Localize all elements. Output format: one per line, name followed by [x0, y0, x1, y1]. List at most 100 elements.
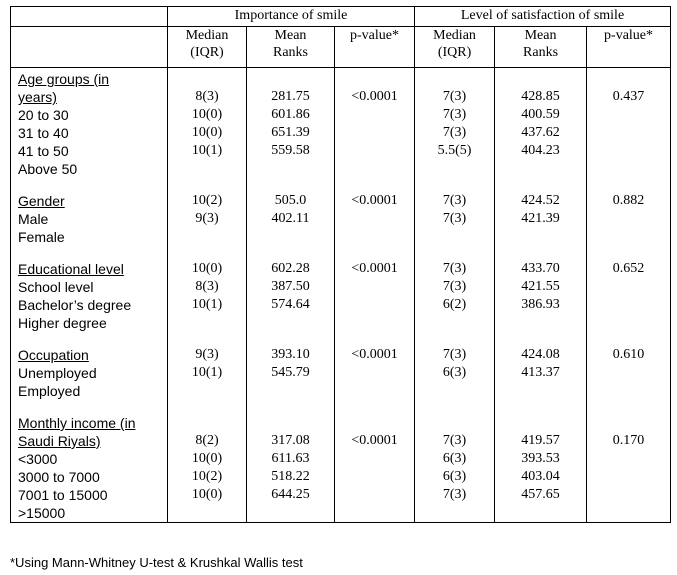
row-label: Employed — [18, 383, 81, 399]
imp-mean-column: 281.75 601.86 651.39 559.58 505.0 402.11 602.2… — [246, 67, 335, 523]
section-title: Occupation — [18, 347, 89, 363]
section-gap — [18, 400, 167, 414]
spacer — [335, 414, 414, 432]
spacer — [587, 106, 670, 124]
section-gap — [495, 178, 586, 192]
section-gap — [587, 246, 670, 260]
spacer — [247, 414, 334, 432]
sat-mean-value: 424.08 — [521, 347, 560, 362]
spacer — [335, 160, 414, 178]
spacer — [587, 314, 670, 332]
sat-median-value: 6(2) — [442, 297, 467, 312]
sat-mean-value: 433.70 — [521, 261, 560, 276]
spacer — [247, 228, 334, 246]
imp-pvalue: <0.0001 — [351, 347, 398, 362]
sat-mean-column: 428.85 400.59 437.62 404.23 424.52 421.39 433.… — [494, 67, 588, 523]
section-title: Saudi Riyals) — [18, 433, 101, 449]
spacer — [168, 70, 246, 88]
section-gap — [415, 400, 494, 414]
section-gap — [335, 332, 414, 346]
spacer — [335, 278, 414, 296]
section-gap — [168, 400, 246, 414]
imp-median-header: Median (IQR) — [167, 26, 247, 68]
sat-median-value: 7(3) — [442, 193, 467, 208]
imp-median-value: 10(0) — [191, 261, 223, 276]
section-gap — [168, 178, 246, 192]
median-header-line1: Median — [185, 28, 229, 43]
spacer — [587, 210, 670, 228]
body-row: Age groups (in years) 20 to 30 31 to 40 41 t… — [10, 67, 672, 523]
spacer — [335, 504, 414, 522]
sat-median-value: 7(3) — [442, 89, 467, 104]
group-importance-header: Importance of smile — [166, 6, 416, 27]
row-label: Unemployed — [18, 365, 97, 381]
row-label: Bachelor’s degree — [18, 297, 132, 313]
imp-median-value: 10(1) — [191, 297, 223, 312]
spacer — [335, 210, 414, 228]
sat-mean-value: 421.55 — [521, 279, 560, 294]
spacer — [335, 468, 414, 486]
footnote: *Using Mann-Whitney U-test & Krushkal Wa… — [10, 555, 303, 570]
imp-mean-value: 644.25 — [271, 487, 310, 502]
sat-pvalue: 0.170 — [612, 433, 645, 448]
spacer — [587, 278, 670, 296]
sat-pvalue: 0.437 — [612, 89, 645, 104]
row-labels-column: Age groups (in years) 20 to 30 31 to 40 41 t… — [10, 67, 168, 523]
spacer — [335, 106, 414, 124]
section-title: Monthly income (in — [18, 415, 136, 431]
section-gap — [18, 332, 167, 346]
section-gap — [415, 246, 494, 260]
imp-mean-value: 651.39 — [271, 125, 310, 140]
spacer — [587, 486, 670, 504]
spacer — [335, 450, 414, 468]
spacer — [495, 414, 586, 432]
group-satisfaction-header: Level of satisfaction of smile — [414, 6, 672, 27]
imp-median-value: 10(0) — [191, 451, 223, 466]
spacer — [168, 160, 246, 178]
section-gap — [495, 332, 586, 346]
group-header-row: Importance of smile Level of satisfactio… — [10, 6, 672, 27]
row-label: 3000 to 7000 — [18, 469, 100, 485]
sat-mean-value: 428.85 — [521, 89, 560, 104]
imp-mean-value: 602.28 — [271, 261, 310, 276]
spacer — [335, 228, 414, 246]
imp-mean-header: Mean Ranks — [246, 26, 335, 68]
section-gap — [247, 400, 334, 414]
spacer — [335, 142, 414, 160]
imp-median-value: 8(3) — [195, 279, 219, 294]
sat-mean-value: 400.59 — [521, 107, 560, 122]
imp-pvalue: <0.0001 — [351, 261, 398, 276]
spacer — [168, 228, 246, 246]
spacer — [335, 314, 414, 332]
spacer — [587, 228, 670, 246]
spacer — [587, 364, 670, 382]
section-gap — [247, 178, 334, 192]
mean-header-line1: Mean — [524, 28, 557, 43]
imp-median-value: 9(3) — [195, 347, 219, 362]
imp-median-value: 10(1) — [191, 365, 223, 380]
spacer — [247, 70, 334, 88]
column-header-row: Median (IQR) Mean Ranks p-value* Median (IQ… — [10, 26, 672, 68]
imp-pvalue-column: <0.0001 <0.0001 <0.0001 <0.0001 <0.0001 — [333, 67, 416, 523]
imp-median-value: 10(0) — [191, 125, 223, 140]
sat-mean-value: 404.23 — [521, 143, 560, 158]
spacer — [335, 296, 414, 314]
spacer — [168, 314, 246, 332]
mean-header-line2: Ranks — [523, 45, 559, 60]
spacer — [335, 382, 414, 400]
mean-header-line1: Mean — [274, 28, 307, 43]
imp-mean-value: 393.10 — [271, 347, 310, 362]
sat-median-value: 6(3) — [442, 469, 467, 484]
section-gap — [335, 178, 414, 192]
section-gap — [587, 332, 670, 346]
row-label: School level — [18, 279, 94, 295]
sat-median-value: 6(3) — [442, 365, 467, 380]
imp-mean-value: 402.11 — [271, 211, 310, 226]
section-gap — [587, 400, 670, 414]
spacer — [335, 70, 414, 88]
sat-mean-value: 437.62 — [521, 125, 560, 140]
imp-pvalue-header: p-value* — [333, 26, 416, 68]
median-header-line2: (IQR) — [437, 45, 472, 60]
imp-median-value: 10(2) — [191, 469, 223, 484]
spacer — [495, 314, 586, 332]
